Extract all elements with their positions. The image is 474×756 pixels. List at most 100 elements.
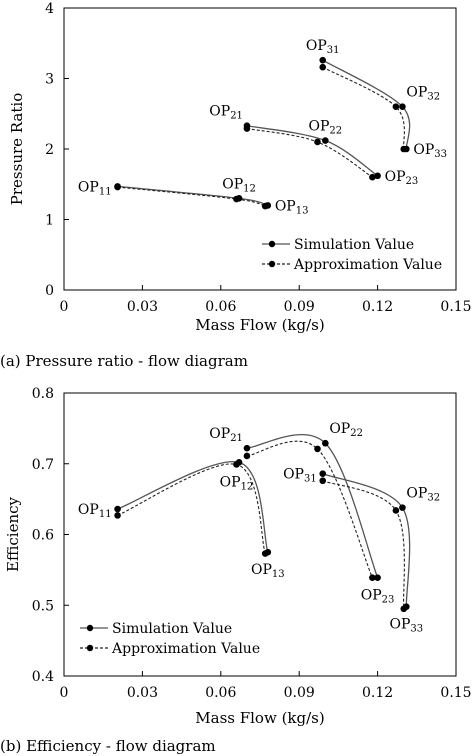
op-label-text: OP <box>413 142 434 158</box>
op-label-subscript: 12 <box>241 481 254 492</box>
x-tick-label: 0.12 <box>362 299 393 315</box>
legend-swatch-marker <box>268 260 276 268</box>
op-label-subscript: 21 <box>230 111 243 122</box>
x-axis-label: Mass Flow (kg/s) <box>195 709 324 727</box>
op-label-text: OP <box>251 562 272 578</box>
op-label-text: OP <box>209 426 230 442</box>
data-point-approximation <box>114 183 121 191</box>
y-tick-label: 0.7 <box>32 457 54 473</box>
y-tick-label: 0.5 <box>32 598 54 614</box>
op-label-subscript: 33 <box>410 624 423 635</box>
op-label-text: OP <box>275 198 296 214</box>
op-label-subscript: 32 <box>427 92 440 103</box>
op-label-subscript: 11 <box>99 509 112 520</box>
series-line-approximation <box>117 186 266 207</box>
operating-point-label: OP31 <box>283 467 317 485</box>
data-point-simulation <box>114 505 121 513</box>
data-point-approximation <box>369 173 376 181</box>
operating-point-label: OP23 <box>361 588 395 606</box>
data-point-simulation <box>374 574 381 581</box>
data-point-simulation <box>243 444 251 452</box>
op-label-text: OP <box>385 169 406 185</box>
operating-point-label: OP31 <box>306 38 340 56</box>
op-label-subscript: 21 <box>230 433 243 444</box>
data-point-approximation <box>319 477 327 485</box>
op-label-subscript: 32 <box>427 493 440 504</box>
operating-point-label: OP13 <box>275 198 309 216</box>
operating-point-label: OP33 <box>413 142 447 160</box>
operating-point-label: OP32 <box>406 486 440 504</box>
data-point-simulation <box>322 439 329 447</box>
data-point-approximation <box>261 550 269 557</box>
op-label-text: OP <box>390 617 411 633</box>
operating-point-label: OP23 <box>385 169 419 187</box>
x-tick-label: 0.15 <box>440 299 471 315</box>
legend: Simulation Value Approximation Value <box>262 237 442 273</box>
op-label-text: OP <box>309 119 330 135</box>
data-point-approximation <box>400 145 408 153</box>
series-line-approximation <box>246 440 373 578</box>
series-line-simulation <box>117 460 269 553</box>
figure-caption: (a) Pressure ratio - flow diagram <box>0 352 248 370</box>
operating-point-label: OP11 <box>78 502 112 520</box>
x-tick-label: 0.03 <box>127 299 158 315</box>
op-label-text: OP <box>78 179 99 195</box>
y-axis-label: Efficiency <box>4 496 22 572</box>
y-tick-label: 0.6 <box>32 528 54 544</box>
op-label-text: OP <box>78 502 99 518</box>
data-point-simulation <box>319 56 327 64</box>
op-label-text: OP <box>209 104 230 120</box>
op-label-subscript: 22 <box>350 428 363 439</box>
operating-point-label: OP22 <box>329 421 363 439</box>
chart-efficiency: 0 0.03 0.06 0.09 0.12 0.15 0.4 0.5 0.6 0.7 0.8 Mass… <box>0 386 472 755</box>
operating-point-label: OP11 <box>78 179 112 197</box>
figure-caption: (b) Efficiency - flow diagram <box>0 737 216 755</box>
y-tick-label: 1 <box>45 213 54 229</box>
legend-label: Approximation Value <box>293 257 442 273</box>
op-label-subscript: 12 <box>243 183 256 194</box>
op-label-subscript: 13 <box>272 569 285 580</box>
data-point-approximation <box>400 605 408 613</box>
y-axis-label: Pressure Ratio <box>8 93 26 205</box>
x-tick-label: 0 <box>60 685 69 701</box>
x-tick-label: 0 <box>60 299 69 315</box>
operating-point-label: OP13 <box>251 562 285 580</box>
series-line-simulation <box>246 433 379 578</box>
series-line-approximation <box>117 463 266 554</box>
data-point-simulation <box>399 103 406 110</box>
op-label-text: OP <box>361 588 382 604</box>
operating-point-label: OP32 <box>406 85 440 103</box>
data-point-approximation <box>114 512 121 519</box>
op-label-subscript: 31 <box>304 474 317 485</box>
operating-point-label: OP22 <box>309 119 343 137</box>
legend-label: Approximation Value <box>111 641 260 657</box>
op-label-subscript: 13 <box>296 205 309 216</box>
x-tick-label: 0.03 <box>127 685 158 701</box>
data-point-approximation <box>392 103 400 110</box>
data-point-approximation <box>243 125 251 132</box>
data-point-approximation <box>261 202 269 210</box>
x-tick-label: 0.09 <box>284 299 315 315</box>
operating-point-label: OP12 <box>222 176 256 194</box>
x-tick-label: 0.12 <box>362 685 393 701</box>
x-tick-label: 0.15 <box>440 685 471 701</box>
x-tick-label: 0.06 <box>205 685 236 701</box>
data-point-approximation <box>369 574 376 581</box>
legend-swatch-marker <box>86 644 94 652</box>
y-tick-label: 0.8 <box>32 386 54 402</box>
series-line-approximation <box>322 66 405 150</box>
data-point-approximation <box>314 138 321 146</box>
x-tick-label: 0.06 <box>205 299 236 315</box>
op-label-subscript: 33 <box>434 149 447 160</box>
op-label-subscript: 23 <box>382 595 395 606</box>
legend-label: Simulation Value <box>112 621 232 637</box>
data-point-approximation <box>233 461 240 468</box>
data-point-simulation <box>399 504 406 511</box>
y-tick-label: 3 <box>45 72 54 88</box>
y-tick-label: 0.4 <box>32 669 54 685</box>
legend-swatch-marker <box>268 240 276 248</box>
op-label-text: OP <box>283 467 304 483</box>
op-label-text: OP <box>406 85 427 101</box>
y-tick-label: 2 <box>45 142 54 158</box>
operating-point-label: OP12 <box>220 474 254 492</box>
